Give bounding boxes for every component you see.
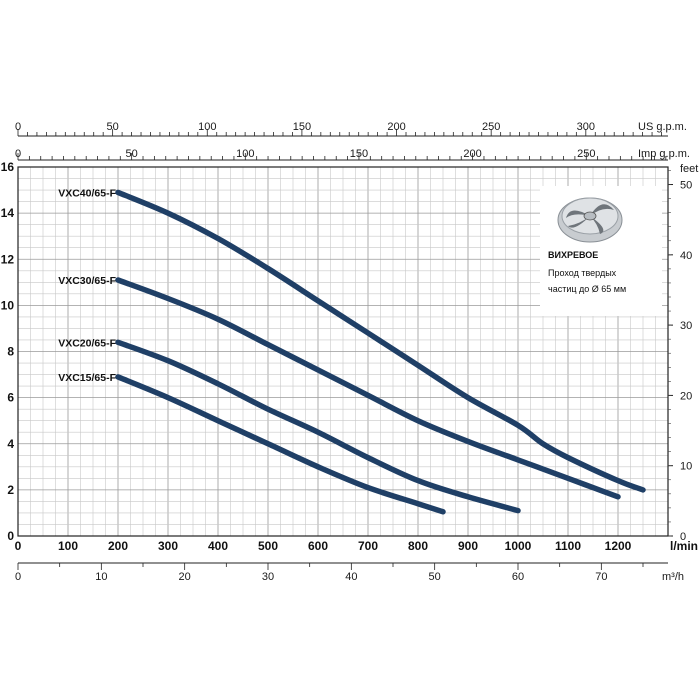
feet-tick-label: 40 — [680, 250, 692, 262]
series-layer — [115, 189, 646, 515]
y-tick-label: 8 — [7, 345, 14, 359]
grid: 0 2 4 6 8 10 12 14 16 0 10 20 30 40 50 feet — [1, 160, 699, 543]
info-line-2: частиц до Ø 65 мм — [548, 284, 627, 294]
series-labels: VXC40/65-F VXC30/65-F VXC20/65-F VXC15/65-F — [58, 187, 116, 384]
imp-gpm-unit-label: Imp g.p.m. — [638, 148, 690, 160]
x-tick-label: 400 — [208, 539, 228, 553]
series-curve-vxc15-65-f — [115, 374, 446, 515]
m3h-tick-label: 40 — [345, 571, 357, 583]
series-label: VXC30/65-F — [58, 275, 116, 287]
x-tick-label: 900 — [458, 539, 478, 553]
m3h-tick-label: 70 — [595, 571, 607, 583]
top-axes: 0 50 100 150 200 250 300 US g.p.m. 0 50 100 150 200 2… — [15, 121, 690, 161]
y-tick-label: 16 — [1, 160, 15, 174]
x-tick-label: 500 — [258, 539, 278, 553]
x-tick-label: 1100 — [555, 539, 581, 553]
x-tick-label: 100 — [58, 539, 78, 553]
info-line-1: Проход твердых — [548, 268, 617, 278]
m3h-tick-label: 30 — [262, 571, 274, 583]
us-gpm-tick-label: 250 — [482, 121, 500, 133]
imp-gpm-tick-label: 50 — [126, 148, 138, 160]
x-unit-label: l/min — [670, 539, 698, 553]
y-tick-label: 12 — [1, 252, 15, 266]
x-tick-label: 300 — [158, 539, 178, 553]
m3h-tick-label: 10 — [95, 571, 107, 583]
imp-gpm-tick-label: 200 — [463, 148, 481, 160]
series-label: VXC20/65-F — [58, 337, 116, 349]
series-curve-vxc40-65-f — [115, 189, 646, 493]
m3h-tick-label: 0 — [15, 571, 21, 583]
x-tick-label: 700 — [358, 539, 378, 553]
y-tick-label: 14 — [1, 206, 15, 220]
feet-tick-label: 0 — [680, 531, 686, 543]
y-tick-label: 2 — [7, 483, 14, 497]
series-curve-vxc30-65-f — [115, 277, 621, 500]
y-tick-label: 10 — [1, 298, 15, 312]
series-curve-vxc20-65-f — [115, 339, 521, 514]
imp-gpm-tick-label: 100 — [236, 148, 254, 160]
us-gpm-tick-label: 200 — [387, 121, 405, 133]
plot-frame — [17, 166, 669, 537]
x-tick-label: 0 — [15, 539, 22, 553]
series-label: VXC15/65-F — [58, 372, 116, 384]
bottom-axes: 0 100 200 300 400 500 600 700 800 900 1000 1100 1200… — [15, 539, 698, 583]
feet-unit-label: feet — [680, 163, 698, 175]
x-tick-label: 1200 — [605, 539, 632, 553]
imp-gpm-tick-label: 0 — [15, 148, 21, 160]
imp-gpm-tick-label: 250 — [577, 148, 595, 160]
m3h-unit-label: m³/h — [662, 571, 684, 583]
m3h-tick-label: 50 — [429, 571, 441, 583]
m3h-tick-label: 60 — [512, 571, 524, 583]
y-tick-label: 0 — [7, 529, 14, 543]
y-tick-label: 4 — [7, 437, 14, 451]
feet-tick-label: 30 — [680, 320, 692, 332]
us-gpm-tick-label: 100 — [198, 121, 216, 133]
info-title: ВИХРЕВОЕ — [548, 250, 599, 260]
imp-gpm-tick-label: 150 — [350, 148, 368, 160]
x-tick-label: 600 — [308, 539, 328, 553]
us-gpm-tick-label: 0 — [15, 121, 21, 133]
x-tick-label: 1000 — [505, 539, 532, 553]
us-gpm-unit-label: US g.p.m. — [638, 121, 687, 133]
us-gpm-tick-label: 150 — [293, 121, 311, 133]
us-gpm-tick-label: 50 — [107, 121, 119, 133]
feet-tick-label: 50 — [680, 180, 692, 192]
x-tick-label: 200 — [108, 539, 128, 553]
feet-tick-label: 20 — [680, 390, 692, 402]
m3h-tick-label: 20 — [179, 571, 191, 583]
feet-tick-label: 10 — [680, 461, 692, 473]
vortex-impeller-image — [557, 197, 623, 243]
us-gpm-tick-label: 300 — [577, 121, 595, 133]
x-tick-label: 800 — [408, 539, 428, 553]
series-label: VXC40/65-F — [58, 187, 116, 199]
y-tick-label: 6 — [7, 391, 14, 405]
impeller-info-box: ВИХРЕВОЕ Проход твердых частиц до Ø 65 м… — [540, 186, 662, 316]
